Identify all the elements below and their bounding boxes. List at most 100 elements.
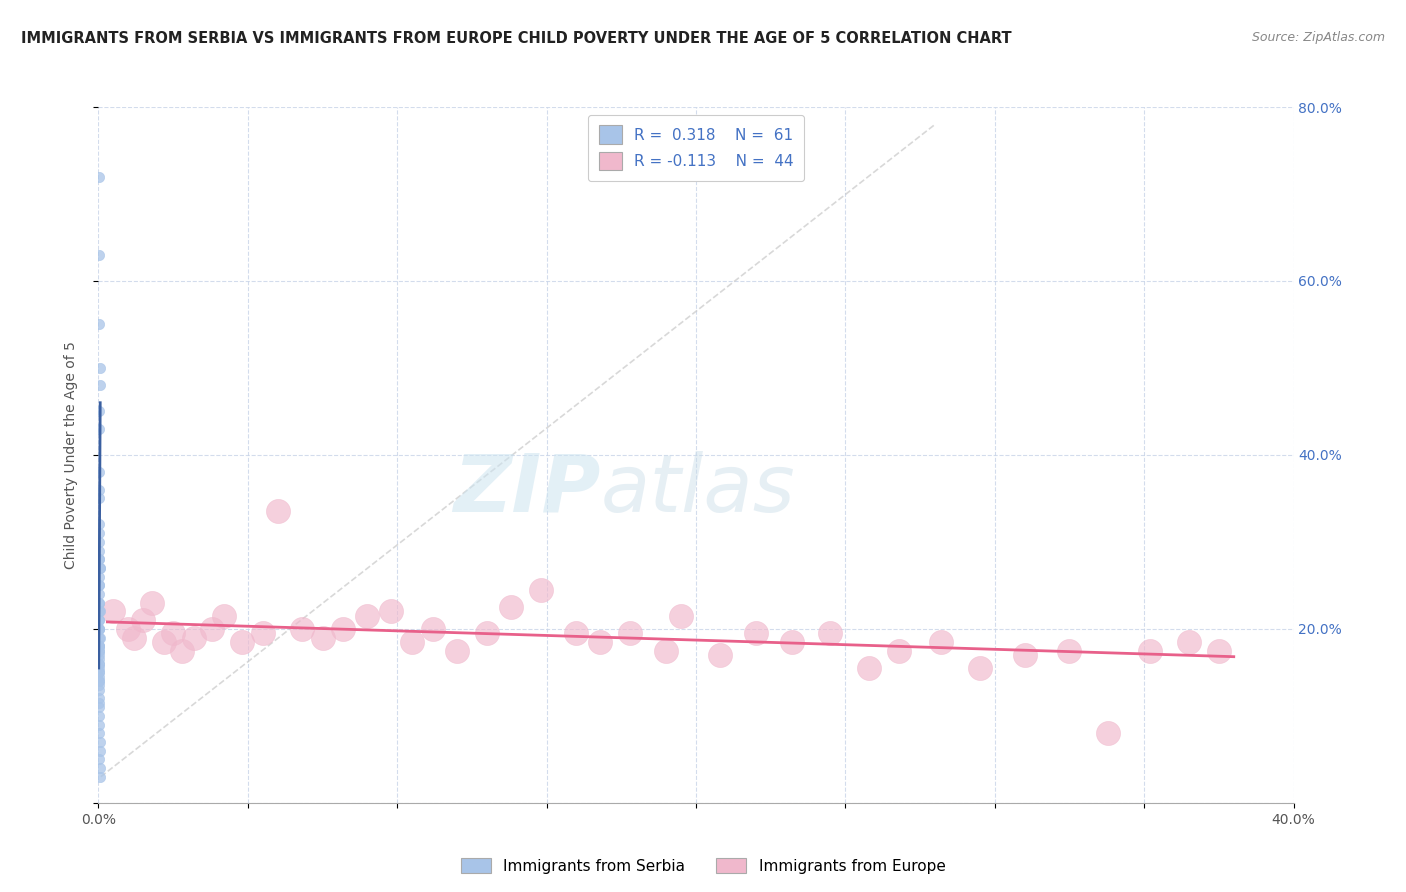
Point: [1139, 643, 1161, 657]
Point: [87, 169, 110, 184]
Point: [183, 631, 205, 645]
Point: [87, 526, 110, 541]
Point: [89, 360, 111, 375]
Point: [267, 504, 290, 518]
Legend: Immigrants from Serbia, Immigrants from Europe: Immigrants from Serbia, Immigrants from …: [454, 852, 952, 880]
Point: [87, 665, 110, 680]
Point: [780, 635, 803, 649]
Point: [332, 622, 354, 636]
Point: [87, 552, 110, 566]
Text: Source: ZipAtlas.com: Source: ZipAtlas.com: [1251, 31, 1385, 45]
Point: [89, 552, 111, 566]
Point: [745, 626, 768, 640]
Point: [87, 318, 110, 332]
Point: [172, 643, 194, 657]
Point: [89, 657, 111, 671]
Point: [89, 770, 111, 784]
Point: [858, 661, 880, 675]
Point: [87, 665, 110, 680]
Point: [401, 635, 423, 649]
Point: [141, 596, 163, 610]
Point: [87, 596, 110, 610]
Point: [87, 517, 110, 532]
Point: [87, 657, 110, 671]
Point: [89, 422, 111, 436]
Point: [87, 631, 110, 645]
Point: [311, 631, 333, 645]
Point: [87, 605, 110, 619]
Point: [889, 643, 911, 657]
Point: [619, 626, 641, 640]
Point: [87, 691, 110, 706]
Point: [87, 613, 110, 627]
Point: [162, 626, 184, 640]
Point: [1178, 635, 1201, 649]
Point: [89, 735, 111, 749]
Point: [589, 635, 612, 649]
Point: [201, 622, 224, 636]
Point: [820, 626, 842, 640]
Point: [117, 622, 139, 636]
Point: [87, 678, 110, 692]
Point: [87, 696, 110, 710]
Point: [380, 605, 402, 619]
Point: [89, 648, 111, 662]
Point: [124, 631, 146, 645]
Point: [89, 752, 111, 766]
Point: [87, 622, 110, 636]
Legend: R =  0.318    N =  61, R = -0.113    N =  44: R = 0.318 N = 61, R = -0.113 N = 44: [588, 115, 804, 181]
Point: [212, 608, 235, 623]
Point: [1059, 643, 1081, 657]
Point: [89, 605, 111, 619]
Point: [929, 635, 952, 649]
Point: [252, 626, 274, 640]
Point: [87, 661, 110, 675]
Point: [87, 578, 110, 592]
Point: [231, 635, 253, 649]
Point: [89, 248, 111, 262]
Point: [153, 635, 176, 649]
Point: [89, 744, 111, 758]
Point: [1014, 648, 1036, 662]
Point: [87, 717, 110, 731]
Point: [1208, 643, 1230, 657]
Point: [969, 661, 991, 675]
Point: [89, 639, 111, 653]
Point: [89, 596, 111, 610]
Point: [475, 626, 498, 640]
Point: [87, 670, 110, 684]
Text: IMMIGRANTS FROM SERBIA VS IMMIGRANTS FROM EUROPE CHILD POVERTY UNDER THE AGE OF : IMMIGRANTS FROM SERBIA VS IMMIGRANTS FRO…: [21, 31, 1012, 46]
Point: [565, 626, 588, 640]
Point: [87, 674, 110, 689]
Point: [89, 561, 111, 575]
Point: [291, 622, 314, 636]
Point: [87, 643, 110, 657]
Point: [87, 708, 110, 723]
Point: [1097, 726, 1119, 740]
Text: ZIP: ZIP: [453, 450, 600, 529]
Point: [89, 761, 111, 775]
Point: [87, 652, 110, 666]
Point: [87, 466, 110, 480]
Point: [87, 578, 110, 592]
Point: [89, 631, 111, 645]
Point: [499, 600, 522, 615]
Point: [89, 726, 111, 740]
Point: [530, 582, 553, 597]
Point: [87, 543, 110, 558]
Point: [87, 639, 110, 653]
Point: [132, 613, 155, 627]
Text: atlas: atlas: [600, 450, 796, 529]
Point: [89, 534, 111, 549]
Point: [356, 608, 378, 623]
Point: [87, 613, 110, 627]
Point: [89, 378, 111, 392]
Point: [422, 622, 444, 636]
Point: [87, 483, 110, 497]
Point: [446, 643, 468, 657]
Point: [655, 643, 678, 657]
Point: [87, 700, 110, 714]
Point: [89, 491, 111, 506]
Point: [87, 643, 110, 657]
Point: [103, 605, 125, 619]
